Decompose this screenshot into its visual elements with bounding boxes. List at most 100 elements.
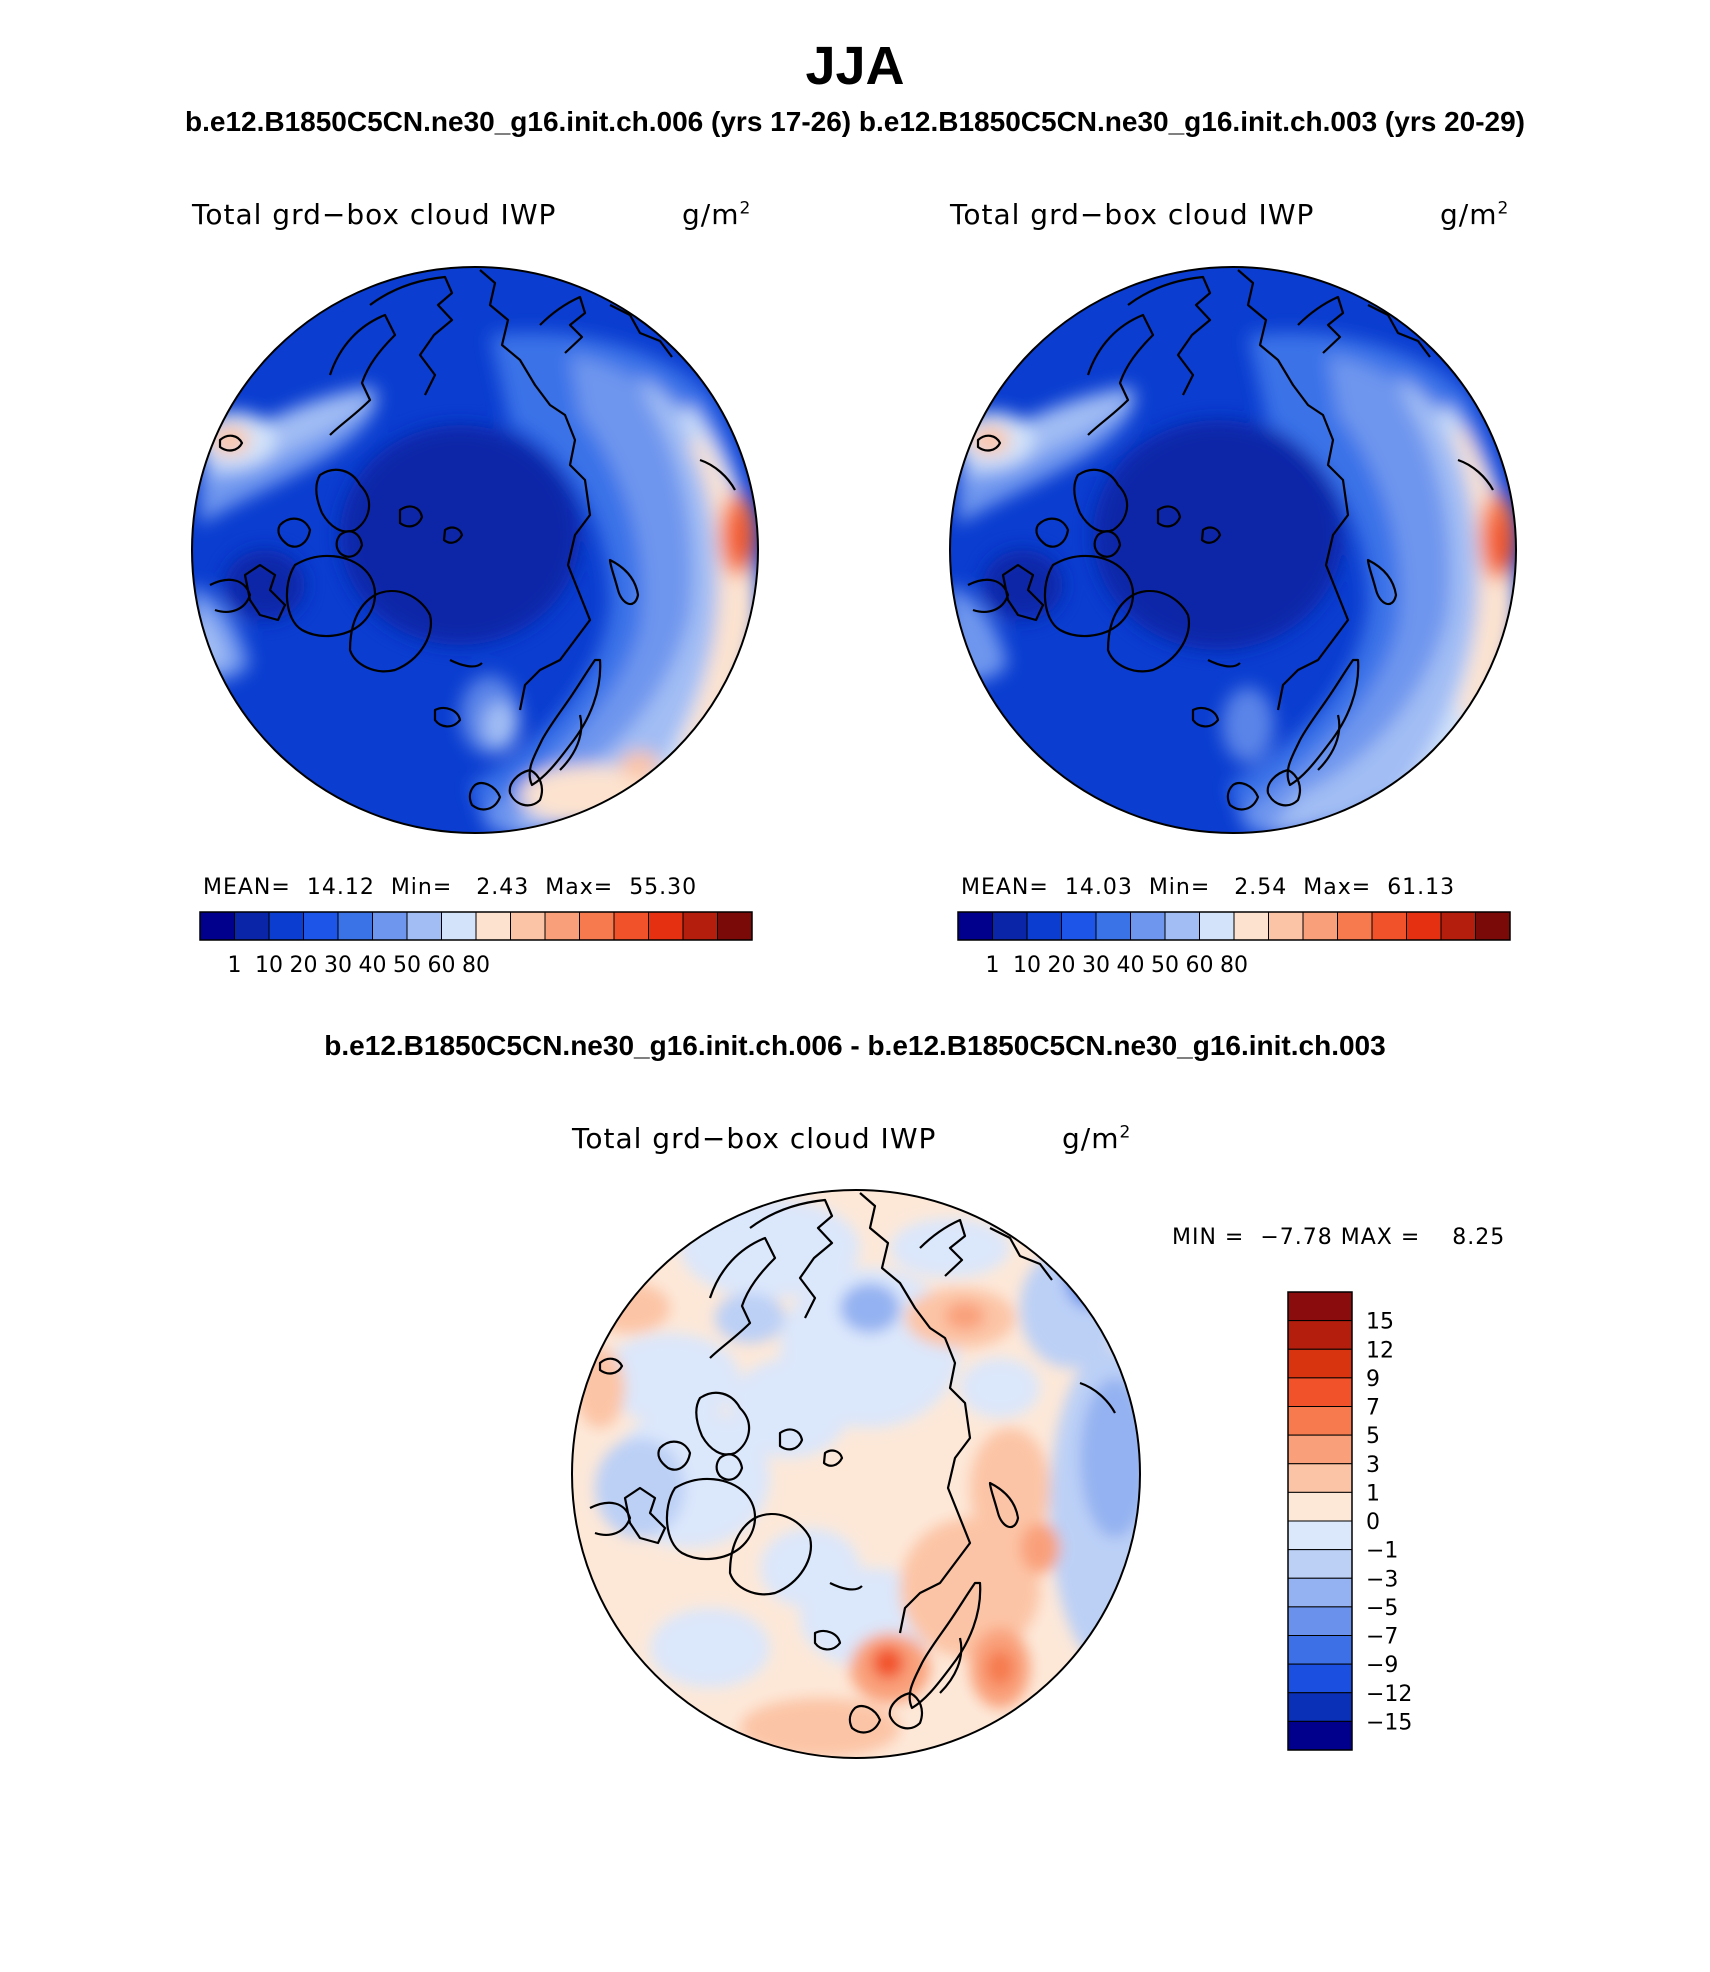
panel1-colorbar-swatch bbox=[648, 911, 684, 941]
diff-map bbox=[571, 1189, 1141, 1759]
panel2-colorbar-swatch bbox=[957, 911, 993, 941]
diff-colorbar-tick-label: 9 bbox=[1366, 1367, 1380, 1392]
panel1-units: g/m2 bbox=[682, 198, 752, 231]
panel2-colorbar-tick-label: 10 bbox=[1013, 953, 1041, 978]
panel2-colorbar-swatch bbox=[1199, 911, 1235, 941]
panel2-colorbar-swatch bbox=[1337, 911, 1373, 941]
panel1-colorbar-swatch bbox=[303, 911, 339, 941]
diff-colorbar-swatch bbox=[1287, 1663, 1353, 1694]
diff-minmax: MIN = −7.78 MAX = 8.25 bbox=[1172, 1225, 1506, 1250]
diff-colorbar-tick-label: 5 bbox=[1366, 1424, 1380, 1449]
panel2-colorbar-tick-label: 80 bbox=[1220, 953, 1248, 978]
panel1-colorbar-swatch bbox=[199, 911, 235, 941]
diff-colorbar-swatch bbox=[1287, 1692, 1353, 1722]
diff-colorbar-swatch bbox=[1287, 1635, 1353, 1665]
panel2-variable-label: Total grd−box cloud IWP bbox=[950, 198, 1315, 231]
panel1-colorbar-tick-label: 30 bbox=[324, 953, 352, 978]
panel1-colorbar-tick-label: 50 bbox=[393, 953, 421, 978]
panel1-coastlines bbox=[209, 269, 736, 811]
diff-colorbar-tick-label: 15 bbox=[1366, 1310, 1394, 1335]
diff-colorbar-tick-label: 1 bbox=[1366, 1481, 1380, 1506]
diff-colorbar-swatch bbox=[1287, 1463, 1353, 1493]
panel1-colorbar-swatch bbox=[544, 911, 580, 941]
panel1-colorbar-swatch bbox=[372, 911, 408, 941]
diff-colorbar-tick-label: −15 bbox=[1366, 1710, 1412, 1735]
panel2-colorbar-swatch bbox=[1268, 911, 1304, 941]
panel2-colorbar-tick-label: 1 bbox=[986, 953, 1000, 978]
panel2-colorbar-swatch bbox=[1130, 911, 1166, 941]
diff-colorbar-swatch bbox=[1287, 1720, 1353, 1751]
diff-colorbar-tick-label: −9 bbox=[1366, 1653, 1398, 1678]
panel2-colorbar-tick-label: 50 bbox=[1151, 953, 1179, 978]
diff-colorbar-tick-label: −3 bbox=[1366, 1567, 1398, 1592]
panel1-colorbar-swatch bbox=[268, 911, 304, 941]
panel2-map bbox=[949, 266, 1517, 834]
diff-colorbar-swatch bbox=[1287, 1291, 1353, 1322]
diff-units: g/m2 bbox=[1062, 1122, 1132, 1155]
panel2-colorbar-swatch bbox=[1406, 911, 1442, 941]
panel2-colorbar-swatch bbox=[992, 911, 1028, 941]
diff-colorbar-swatch bbox=[1287, 1520, 1353, 1551]
panel1-colorbar-swatch bbox=[337, 911, 373, 941]
diff-colorbar-tick-label: 3 bbox=[1366, 1453, 1380, 1478]
diff-colorbar-swatch bbox=[1287, 1491, 1353, 1522]
panel1-colorbar-swatch bbox=[441, 911, 477, 941]
panel1-colorbar-tick-label: 40 bbox=[359, 953, 387, 978]
panel1-colorbar-swatch bbox=[682, 911, 718, 941]
diff-colorbar-swatch bbox=[1287, 1577, 1353, 1608]
panel1-colorbar-tick-label: 80 bbox=[462, 953, 490, 978]
diff-colorbar-swatch bbox=[1287, 1606, 1353, 1636]
panel2-colorbar-swatch bbox=[1233, 911, 1269, 941]
season-title: JJA bbox=[805, 36, 905, 96]
diff-colorbar-swatch bbox=[1287, 1549, 1353, 1579]
panel1-colorbar-swatch bbox=[579, 911, 615, 941]
diff-colorbar-swatch bbox=[1287, 1348, 1353, 1379]
diff-variable-label: Total grd−box cloud IWP bbox=[572, 1122, 937, 1155]
panel1-colorbar-tick-label: 1 bbox=[228, 953, 242, 978]
diff-colorbar-tick-label: 7 bbox=[1366, 1396, 1380, 1421]
panel1-colorbar-swatch bbox=[613, 911, 649, 941]
panel2-colorbar-swatch bbox=[1440, 911, 1476, 941]
panel2-colorbar-swatch bbox=[1026, 911, 1062, 941]
panel2-colorbar-swatch bbox=[1164, 911, 1200, 941]
panel2-colorbar-swatch bbox=[1371, 911, 1407, 941]
diff-colorbar: 15 12 9 7 5 3 1 0 −1 −3 −5 −7 −9 −12 −15 bbox=[1287, 1291, 1412, 1751]
diff-colorbar-tick-label: −7 bbox=[1366, 1625, 1398, 1650]
runs-title: b.e12.B1850C5CN.ne30_g16.init.ch.006 (yr… bbox=[184, 106, 1526, 137]
panel1-stats: MEAN= 14.12 Min= 2.43 Max= 55.30 bbox=[203, 875, 698, 900]
panel2-colorbar: 1 10 20 30 40 50 60 80 bbox=[957, 911, 1511, 978]
diff-colorbar-tick-label: −5 bbox=[1366, 1596, 1398, 1621]
panel2-units: g/m2 bbox=[1440, 198, 1510, 231]
diff-colorbar-tick-label: 12 bbox=[1366, 1338, 1394, 1363]
panel1-colorbar-tick-label: 60 bbox=[428, 953, 456, 978]
diff-colorbar-swatch bbox=[1287, 1377, 1353, 1407]
panel1-variable-label: Total grd−box cloud IWP bbox=[192, 198, 557, 231]
panel1-colorbar-tick-label: 20 bbox=[290, 953, 318, 978]
panel1-colorbar-swatch bbox=[475, 911, 511, 941]
diff-coastlines bbox=[589, 1192, 1116, 1734]
diff-colorbar-swatch bbox=[1287, 1406, 1353, 1436]
panel2-colorbar-swatch bbox=[1095, 911, 1131, 941]
diff-colorbar-tick-label: −12 bbox=[1366, 1682, 1412, 1707]
panel2-colorbar-tick-label: 40 bbox=[1117, 953, 1145, 978]
panel2-stats: MEAN= 14.03 Min= 2.54 Max= 61.13 bbox=[961, 875, 1456, 900]
panel2-colorbar-swatch bbox=[1302, 911, 1338, 941]
panel1-colorbar-swatch bbox=[234, 911, 270, 941]
panel1-colorbar: 1 10 20 30 40 50 60 80 bbox=[199, 911, 753, 978]
diff-colorbar-tick-label: −1 bbox=[1366, 1539, 1398, 1564]
panel1-colorbar-swatch bbox=[717, 911, 753, 941]
panel2-coastlines bbox=[967, 269, 1494, 811]
panel1-map bbox=[191, 266, 759, 834]
panel1-colorbar-swatch bbox=[406, 911, 442, 941]
panel2-colorbar-tick-label: 20 bbox=[1048, 953, 1076, 978]
panel1-colorbar-tick-label: 10 bbox=[255, 953, 283, 978]
panel2-colorbar-swatch bbox=[1475, 911, 1511, 941]
panel2-colorbar-swatch bbox=[1061, 911, 1097, 941]
diff-colorbar-tick-label: 0 bbox=[1366, 1510, 1380, 1535]
difference-title: b.e12.B1850C5CN.ne30_g16.init.ch.006 - b… bbox=[324, 1030, 1386, 1061]
panel2-colorbar-tick-label: 30 bbox=[1082, 953, 1110, 978]
diff-colorbar-swatch bbox=[1287, 1320, 1353, 1350]
diff-colorbar-swatch bbox=[1287, 1434, 1353, 1465]
panel2-colorbar-tick-label: 60 bbox=[1186, 953, 1214, 978]
panel1-colorbar-swatch bbox=[510, 911, 546, 941]
